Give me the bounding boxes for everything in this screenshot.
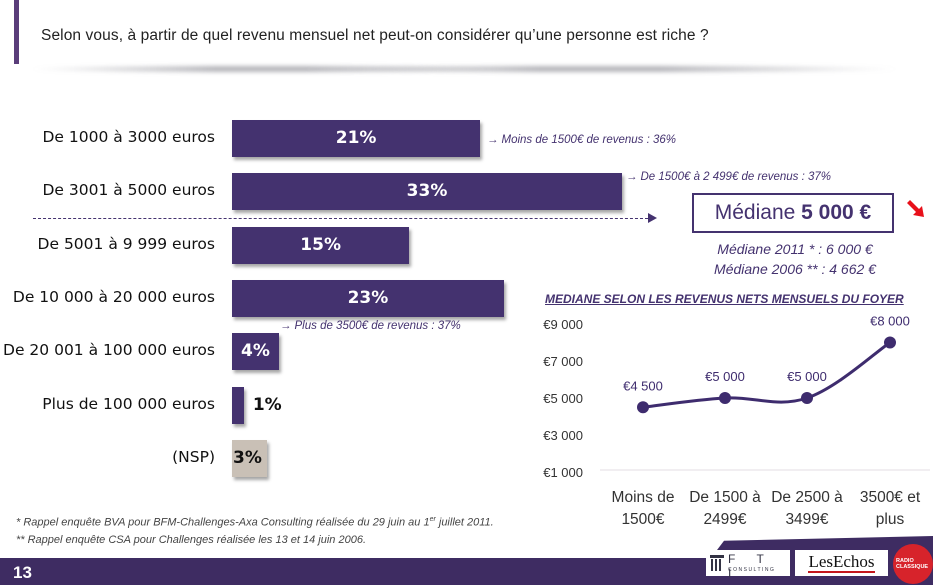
y-tick-label: €5 000 bbox=[543, 391, 583, 406]
footer-band bbox=[0, 558, 933, 585]
bar-category-label: (NSP) bbox=[172, 447, 215, 466]
title-accent-bar bbox=[14, 0, 19, 64]
arrow-right-icon: → bbox=[280, 320, 292, 332]
x-category-label: De 1500 à bbox=[689, 489, 761, 506]
footnote-1: * Rappel enquête BVA pour BFM-Challenges… bbox=[16, 516, 494, 529]
les-echos-logo: LesEchos bbox=[795, 550, 888, 576]
median-2006: Médiane 2006 ** : 4 662 € bbox=[714, 261, 876, 277]
median-value: 5 000 € bbox=[801, 201, 872, 224]
bar-value-label: 23% bbox=[347, 287, 389, 308]
fti-consulting-logo: F T I CONSULTING bbox=[706, 550, 790, 580]
data-label: €5 000 bbox=[787, 369, 827, 384]
median-box: Médiane 5 000 € bbox=[692, 193, 894, 233]
footnote-2: ** Rappel enquête CSA pour Challenges ré… bbox=[16, 534, 366, 546]
bar bbox=[232, 173, 623, 211]
footnote-1-text: * Rappel enquête BVA pour BFM-Challenges… bbox=[16, 516, 430, 529]
bar-value-label: 21% bbox=[335, 128, 377, 148]
bar-category-label: De 10 000 à 20 000 euros bbox=[12, 287, 215, 306]
data-point bbox=[801, 392, 813, 404]
down-right-arrow-icon bbox=[907, 200, 924, 217]
data-label: €4 500 bbox=[623, 378, 663, 393]
annotation-text: De 1500€ à 2 499€ de revenus : 37% bbox=[640, 171, 832, 183]
median-arrowhead-icon bbox=[648, 213, 657, 223]
x-category-label: 2499€ bbox=[703, 511, 746, 528]
bar bbox=[232, 226, 410, 264]
x-category-label: 1500€ bbox=[621, 511, 664, 528]
median-line bbox=[642, 341, 891, 409]
x-category-label: Moins de bbox=[612, 489, 675, 506]
bar-category-label: De 1000 à 3000 euros bbox=[42, 128, 215, 146]
classique-text: CLASSIQUE bbox=[896, 564, 929, 570]
bar bbox=[232, 386, 244, 424]
bar bbox=[232, 279, 504, 317]
title-divider bbox=[30, 66, 490, 72]
bar-category-label: Plus de 100 000 euros bbox=[42, 394, 215, 413]
y-tick-label: €3 000 bbox=[543, 428, 583, 443]
data-label: €5 000 bbox=[705, 369, 745, 384]
line-chart: €1 000 €3 000 €5 000 €7 000 €9 000 €4 500 €5 0… bbox=[543, 314, 930, 528]
y-tick-label: €7 000 bbox=[543, 354, 583, 369]
x-category-label: 3500€ et bbox=[860, 489, 921, 506]
les-echos-text: LesEchos bbox=[808, 552, 875, 573]
data-point bbox=[719, 392, 731, 404]
annotation-text: Moins de 1500€ de revenus : 36% bbox=[501, 134, 677, 146]
annotation-text: Plus de 3500€ de revenus : 37% bbox=[294, 320, 461, 332]
bar-value-label: 3% bbox=[233, 447, 262, 468]
data-label: €8 000 bbox=[870, 314, 910, 329]
median-dashed-line bbox=[33, 218, 648, 219]
footnote-1-end: juillet 2011. bbox=[435, 516, 494, 529]
radio-text: RADIO bbox=[896, 558, 914, 564]
bar-category-label: De 20 001 à 100 000 euros bbox=[3, 341, 215, 360]
data-point bbox=[884, 336, 896, 349]
median-label: Médiane bbox=[714, 201, 796, 224]
bar-value-label: 4% bbox=[241, 341, 270, 362]
x-category-label: 3499€ bbox=[785, 511, 828, 528]
arrow-right-icon: → bbox=[487, 134, 499, 146]
bar bbox=[232, 333, 280, 371]
bar-value-label: 15% bbox=[300, 234, 341, 255]
title-divider-right bbox=[300, 66, 900, 72]
bar bbox=[232, 120, 481, 157]
arrow-right-icon: → bbox=[626, 171, 638, 183]
y-tick-label: €1 000 bbox=[543, 465, 583, 480]
bar-category-label: De 3001 à 5000 euros bbox=[42, 181, 215, 200]
bar-category-label: De 5001 à 9 999 euros bbox=[37, 234, 215, 253]
x-category-label: plus bbox=[876, 511, 905, 528]
annotation-under-1500: → Moins de 1500€ de revenus : 36% bbox=[487, 134, 676, 146]
bar-value-label: 33% bbox=[406, 181, 448, 202]
footnote-1-sup: er bbox=[429, 516, 436, 523]
bar-value-label: 1% bbox=[252, 394, 282, 415]
median-2011: Médiane 2011 * : 6 000 € bbox=[717, 241, 873, 257]
bar bbox=[232, 439, 268, 477]
page-number: 13 bbox=[13, 563, 32, 582]
radio-classique-logo: RADIO CLASSIQUE bbox=[893, 544, 933, 584]
x-category-label: De 2500 à bbox=[771, 489, 843, 506]
y-tick-label: €9 000 bbox=[543, 317, 583, 332]
data-point bbox=[637, 401, 649, 414]
survey-question: Selon vous, à partir de quel revenu mens… bbox=[41, 27, 709, 44]
fti-text: F T I bbox=[728, 552, 773, 580]
fti-columns-icon bbox=[710, 555, 724, 571]
fti-sub: CONSULTING bbox=[728, 567, 776, 573]
annotation-1500-2499: → De 1500€ à 2 499€ de revenus : 37% bbox=[626, 171, 831, 183]
annotation-over-3500: → Plus de 3500€ de revenus : 37% bbox=[280, 320, 461, 332]
line-chart-title: MEDIANE SELON LES REVENUS NETS MENSUELS … bbox=[545, 292, 904, 306]
